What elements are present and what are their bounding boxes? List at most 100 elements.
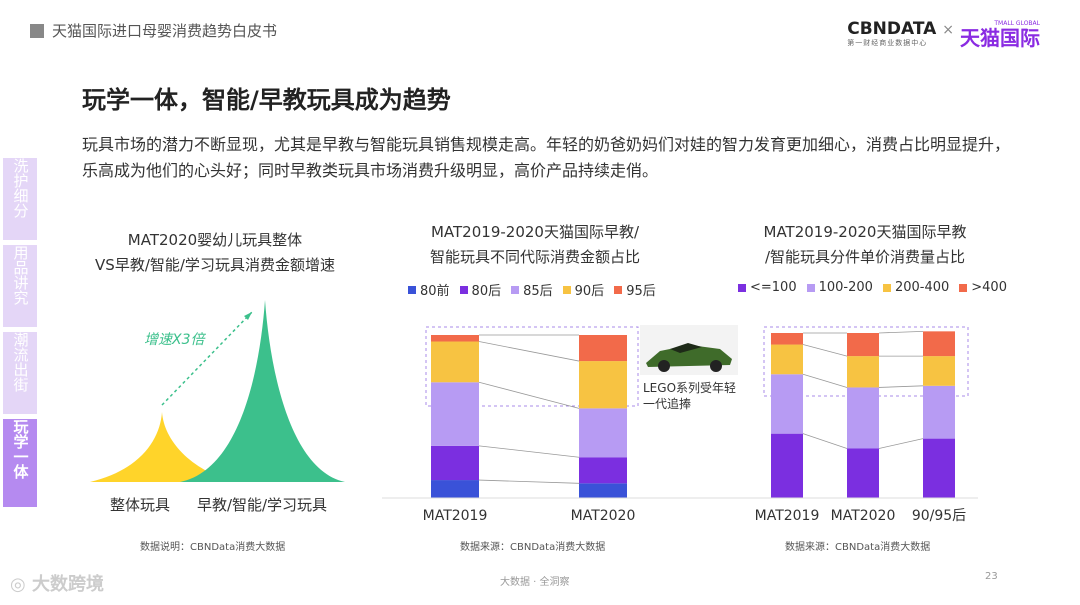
chart2-legend-item: 85后: [511, 280, 553, 299]
chart2-legend: 80前 80后 85后 90后 95后: [408, 280, 656, 299]
chart3-connector-line: [802, 433, 848, 449]
chart3-bar-segment: [847, 448, 879, 498]
chart2-legend-swatch: [511, 285, 520, 294]
chart2-title-line2: 智能玩具不同代际消费金额占比: [429, 248, 640, 266]
chart2-legend-swatch: [408, 285, 416, 294]
sidebar-item-goods[interactable]: 用品讲究: [3, 245, 37, 327]
chart2-legend-label: 90后: [574, 284, 605, 299]
chart3-legend-swatch: [882, 283, 891, 292]
chart2-bar-segment: [579, 335, 627, 362]
chart1-arrow-head-icon: [244, 312, 252, 320]
chart3-bar-segment: [847, 333, 879, 357]
chart3-legend-item: >400: [959, 280, 1007, 295]
watermark: ◎ 大数跨境: [10, 570, 104, 596]
chart2-legend-label: 85后: [523, 284, 553, 299]
sidebar-item-fashion[interactable]: 潮流出街: [3, 332, 37, 414]
sidebar-item-label: 潮流出街: [11, 332, 30, 392]
chart2-connector-line: [478, 381, 580, 409]
chart3-connector-line: [878, 385, 924, 388]
chart3-bar-segment: [771, 433, 803, 498]
chart1-title: MAT2020婴幼儿玩具整体 VS早教/智能/学习玩具消费金额增速: [70, 228, 360, 278]
watermark-text: 大数跨境: [31, 574, 104, 595]
chart2-bar-segment: [431, 341, 479, 383]
chart2-svg: MAT2019 MAT2020: [382, 326, 738, 524]
chart3-legend-item: <=100: [738, 280, 797, 295]
chart3-bar-segment: [771, 374, 803, 434]
chart3-connector-line: [802, 344, 848, 357]
chart2-bar-segment: [431, 335, 479, 342]
chart2-legend-label: 80后: [471, 284, 502, 299]
chart2-connector-line: [478, 445, 580, 458]
lego-car-image: [640, 325, 738, 375]
chart3-bar-segment: [771, 333, 803, 345]
page-title: 玩学一体，智能/早教玩具成为趋势: [82, 86, 451, 114]
chart2-legend-swatch: [562, 285, 571, 294]
chart3-legend: <=100 100-200 200-400 >400: [738, 280, 1007, 295]
chart1-xlabel-early-edu: 早教/智能/学习玩具: [197, 496, 327, 514]
chart3-bar-segment: [847, 387, 879, 449]
sidebar-item-label: 洗护细分: [11, 158, 30, 218]
chart1-annotation: 增速X3倍: [144, 332, 206, 348]
chart3-legend-swatch: [806, 283, 815, 292]
chart2-bar-segment: [579, 457, 627, 484]
chart2-legend-swatch: [459, 285, 468, 294]
footer-center: 大数据 · 全洞察: [500, 577, 570, 588]
chart3-legend-label: >400: [971, 280, 1007, 295]
chart2-bar-segment: [431, 445, 479, 481]
chart1-xlabel-overall: 整体玩具: [110, 496, 170, 514]
chart3-connector-line: [878, 438, 924, 449]
chart3-x-label: MAT2019: [755, 508, 820, 524]
cbndata-logo: CBNDATA 第一财经商业数据中心: [847, 20, 936, 48]
chart2-source: 数据来源：CBNData消费大数据: [460, 542, 606, 553]
chart1-area-early-edu: [180, 300, 345, 482]
chart2-bar-segment: [579, 408, 627, 458]
chart2-legend-item: 95后: [614, 280, 656, 299]
chart3-bar-segment: [923, 356, 955, 386]
chart2-title-line1: MAT2019-2020天猫国际早教/: [430, 223, 640, 241]
chart3-legend-label: 100-200: [818, 280, 873, 295]
chart3-legend-label: <=100: [750, 280, 797, 295]
tmall-logo-en: TMALL GLOBAL: [994, 20, 1040, 27]
chart2-connector-line: [478, 479, 580, 484]
chart3-legend-swatch: [738, 283, 746, 292]
chart3-svg: MAT2019 MAT2020 90/95后: [722, 326, 978, 524]
chart2-legend-label: 80前: [420, 284, 450, 299]
chart2-bar-segment: [431, 480, 479, 498]
chart2-legend-item: 80后: [459, 280, 502, 299]
chart2-annotation: LEGO系列受年轻一代追捧: [643, 381, 737, 411]
chart2-highlight-box: [425, 326, 639, 407]
chart3-bar-segment: [847, 356, 879, 388]
chart1-growth-arrow: [161, 311, 253, 406]
chart1-title-line2: VS早教/智能/学习玩具消费金额增速: [95, 256, 335, 274]
watermark-icon: ◎: [10, 574, 32, 595]
chart1-svg: 增速X3倍 整体玩具 早教/智能/学习玩具: [90, 300, 345, 514]
chart3-bar-segment: [771, 344, 803, 375]
chart2-legend-item: 80前: [408, 280, 450, 299]
sidebar-item-care[interactable]: 洗护细分: [3, 158, 37, 240]
chart1-title-line1: MAT2020婴幼儿玩具整体: [127, 231, 303, 249]
chart3-source: 数据来源：CBNData消费大数据: [785, 542, 931, 553]
chart3-title: MAT2019-2020天猫国际早教 /智能玩具分件单价消费量占比: [720, 220, 1010, 270]
tmall-logo: TMALL GLOBAL 天猫国际: [960, 20, 1040, 49]
sidebar-item-play-learn[interactable]: 玩学一体: [3, 419, 37, 507]
tmall-logo-text: 天猫国际: [960, 26, 1040, 50]
header: 天猫国际进口母婴消费趋势白皮书: [30, 20, 277, 41]
chart3-legend-swatch: [959, 283, 968, 292]
chart3-x-label: 90/95后: [912, 508, 966, 524]
chart1-area-overall: [90, 412, 235, 482]
chart2-bar-segment: [579, 361, 627, 409]
logo-group: CBNDATA 第一财经商业数据中心 × TMALL GLOBAL 天猫国际: [847, 20, 1040, 49]
chart3-bar-segment: [923, 331, 955, 357]
chart3-title-line2: /智能玩具分件单价消费量占比: [764, 248, 966, 266]
sidebar-item-label: 用品讲究: [11, 245, 30, 305]
chart3-bar-segment: [923, 385, 955, 439]
chart2-x-label: MAT2019: [423, 508, 488, 524]
chart3-title-line1: MAT2019-2020天猫国际早教: [763, 223, 967, 241]
chart3-legend-item: 200-400: [882, 280, 949, 295]
logo-separator: ×: [942, 22, 954, 38]
chart2-connector-line: [478, 341, 580, 362]
chart3-legend-item: 100-200: [806, 280, 873, 295]
cbndata-logo-text: CBNDATA: [847, 19, 937, 39]
chart2-title: MAT2019-2020天猫国际早教/ 智能玩具不同代际消费金额占比: [390, 220, 680, 270]
chart2-bar-segment: [579, 483, 627, 498]
